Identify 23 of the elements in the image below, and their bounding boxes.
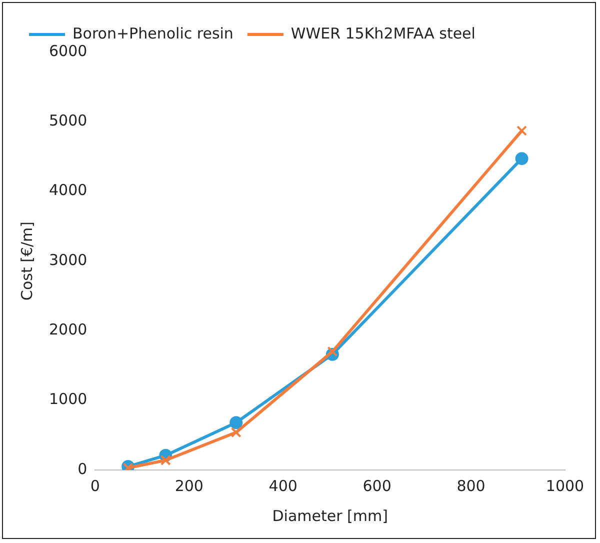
legend-label: WWER 15Kh2MFAA steel bbox=[290, 24, 476, 42]
point bbox=[230, 427, 242, 438]
x-tick-label: 800 bbox=[456, 476, 486, 495]
point bbox=[230, 416, 243, 430]
point bbox=[160, 455, 171, 466]
x-axis-title: Diameter [mm] bbox=[272, 506, 388, 525]
x-tick-label: 400 bbox=[268, 476, 298, 495]
y-tick-label: 4000 bbox=[48, 181, 88, 200]
y-axis-title: Cost [€/m] bbox=[18, 221, 36, 301]
point bbox=[515, 152, 528, 166]
y-tick-label: 5000 bbox=[48, 112, 88, 130]
y-tick-label: 6000 bbox=[48, 42, 88, 60]
x-tick-label: 200 bbox=[174, 476, 204, 495]
legend-label: Boron+Phenolic resin bbox=[72, 24, 234, 42]
y-tick-label: 3000 bbox=[48, 250, 88, 269]
x-tick-label: 600 bbox=[362, 476, 392, 495]
y-tick-label: 0 bbox=[78, 460, 88, 478]
point bbox=[516, 125, 528, 136]
y-tick-label: 1000 bbox=[48, 390, 88, 408]
y-tick-label: 2000 bbox=[48, 320, 88, 339]
x-tick-label: 1000 bbox=[546, 476, 584, 495]
x-tick-label: 0 bbox=[90, 476, 100, 495]
point bbox=[327, 346, 338, 357]
